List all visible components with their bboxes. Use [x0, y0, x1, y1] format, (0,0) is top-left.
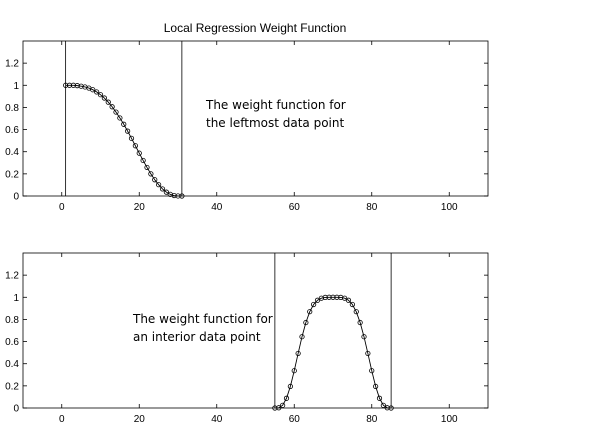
panel-0-data-point: [144, 164, 150, 171]
panel-1-y-tick-label: 0.6: [5, 337, 19, 348]
panel-1-data-point: [338, 294, 344, 300]
panel-1-y-tick-label: 0.8: [5, 315, 19, 326]
panel-1-y-tick-label: 0.4: [5, 359, 19, 370]
panel-1-annotation-line: The weight function for: [132, 312, 273, 326]
panel-0-data-point: [156, 182, 162, 188]
panel-1-data-point: [299, 334, 305, 340]
panel-1-data-point: [291, 368, 297, 374]
panel-1-x-tick-label: 20: [134, 414, 146, 425]
panel-1-y-tick-label: 0: [13, 404, 19, 415]
figure-title: Local Regression Weight Function: [164, 21, 347, 35]
panel-0-data-point: [117, 115, 123, 121]
panel-0-weight-curve: [65, 84, 182, 197]
panel-1-annotation-line: an interior data point: [133, 330, 261, 344]
panel-1-data-point: [373, 383, 379, 390]
panel-0-data-point: [132, 143, 138, 149]
panel-1-data-point: [345, 297, 352, 303]
panel-0-y-tick-label: 0.6: [5, 125, 19, 136]
panel-0-data-point: [136, 150, 142, 156]
panel-0-data-point: [175, 193, 181, 199]
panel-0-y-tick-label: 1.2: [5, 59, 19, 70]
panel-0-x-tick-label: 80: [366, 202, 378, 213]
panel-1-data-point: [376, 395, 383, 401]
panel-1-data-point: [276, 405, 282, 411]
panel-0-data-point: [74, 83, 80, 89]
panel-0-data-point: [163, 189, 169, 195]
panel-0-data-point: [105, 99, 111, 105]
panel-0-data-point: [70, 82, 76, 88]
panel-0-data-point: [179, 193, 185, 199]
panel-1-data-point: [342, 295, 348, 301]
panel-1-data-point: [384, 405, 390, 411]
panel-0-x-tick-label: 100: [441, 202, 458, 213]
panel-1-data-point: [287, 383, 293, 390]
panel-1-data-point: [280, 402, 286, 408]
panel-0-y-tick-label: 0.8: [5, 103, 19, 114]
panel-0-data-point: [101, 95, 107, 101]
panel-1-data-point: [311, 301, 317, 308]
panel-1-data-point: [318, 295, 324, 301]
panel-0-data-point: [159, 186, 166, 192]
panel-1-data-point: [357, 319, 363, 326]
panel-0-y-tick-label: 0.4: [5, 147, 19, 158]
panel-0-x-tick-label: 40: [211, 202, 223, 213]
panel-1-y-tick-label: 1: [13, 293, 19, 304]
panel-0-data-point: [121, 121, 127, 127]
panel-0-data-point: [171, 192, 177, 199]
panel-1-data-point: [303, 319, 309, 326]
panel-0-data-point: [125, 128, 131, 134]
panel-0-data-point: [63, 82, 69, 88]
panel-1-y-tick-label: 0.2: [5, 381, 19, 392]
panel-0-y-tick-label: 1: [13, 81, 19, 92]
panel-1-data-point: [326, 294, 332, 300]
panel-1-x-tick-label: 40: [211, 414, 223, 425]
panel-0-data-point: [148, 171, 154, 177]
panel-0-data-point: [78, 83, 84, 89]
panel-1-data-point: [295, 350, 301, 357]
panel-0-x-tick-label: 60: [289, 202, 301, 213]
panel-1-data-point: [380, 402, 386, 408]
panel-1-weight-curve: [274, 296, 392, 409]
panel-1-y-tick-label: 1.2: [5, 271, 19, 282]
panel-1-data-point: [307, 309, 313, 315]
panel-0-data-point: [94, 89, 100, 95]
panel-1-x-tick-label: 80: [366, 414, 378, 425]
panel-1-data-point: [361, 334, 367, 340]
top-panel: 0 20 40 60 80 100 0 0.2 0.4 0.6 0.8 1 1.2 The weight …: [5, 40, 489, 213]
panel-1-data-point: [314, 297, 321, 303]
panel-0-data-point: [109, 104, 115, 110]
panel-1-x-tick-label: 100: [441, 414, 458, 425]
panel-0-data-point: [90, 87, 96, 93]
panel-0-data-point: [128, 135, 135, 141]
panel-1-data-point: [272, 405, 278, 411]
panel-0-x-tick-label: 20: [134, 202, 146, 213]
panel-1-x-tick-label: 60: [289, 414, 301, 425]
panel-0-y-tick-label: 0: [13, 192, 19, 203]
panel-1-x-tick-label: 0: [59, 414, 65, 425]
panel-1-data-point: [330, 294, 336, 300]
panel-0-data-point: [140, 157, 146, 164]
panel-0-y-tick-label: 0.2: [5, 169, 19, 180]
panel-1-data-point: [349, 301, 355, 308]
panel-0-axes-frame: [22, 40, 489, 197]
bottom-panel: 0 20 40 60 80 100 0 0.2 0.4 0.6 0.8 1 1.2 The weight …: [5, 252, 489, 425]
panel-0-data-point: [97, 92, 104, 98]
panel-0-x-tick-label: 0: [59, 202, 65, 213]
panel-0-data-point: [66, 82, 73, 88]
panel-1-data-point: [369, 368, 375, 374]
panel-1-data-point: [334, 294, 340, 300]
panel-0-annotation-line: The weight function for: [205, 98, 346, 112]
panel-0-annotation-line: the leftmost data point: [206, 116, 344, 130]
panel-0-data-point: [113, 109, 119, 115]
panel-0-data-point: [152, 177, 158, 183]
panel-1-data-point: [353, 309, 359, 315]
panel-1-data-point: [388, 405, 394, 411]
panel-1-data-point: [283, 395, 290, 401]
panel-1-data-point: [365, 350, 371, 357]
panel-1-data-point: [322, 294, 328, 300]
panel-1-axes-frame: [22, 252, 489, 409]
